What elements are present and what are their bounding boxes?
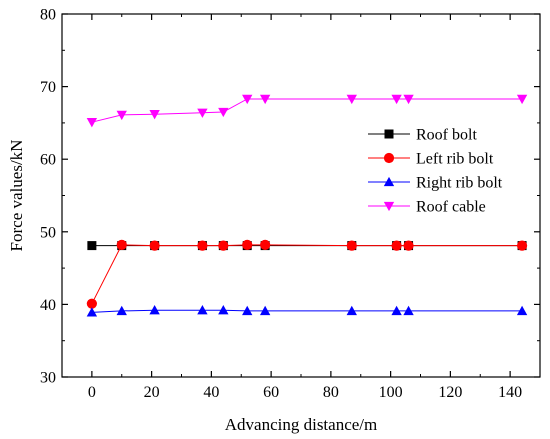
x-tick-label-7: 140 — [498, 384, 522, 401]
data-point-3-3 — [197, 108, 208, 118]
data-point-1-0 — [86, 298, 97, 309]
data-point-3-4 — [218, 107, 229, 118]
data-point-3-5 — [242, 94, 253, 105]
legend-label-2: Right rib bolt — [416, 175, 503, 192]
axes: 0 20 40 60 80 100 120 140 30 40 50 60 70 80 Advancing … — [7, 7, 541, 434]
y-tick-label-1: 40 — [40, 297, 56, 314]
data-point-3-7 — [346, 94, 357, 105]
data-point-2-4 — [218, 305, 229, 315]
data-point-2-6 — [259, 305, 271, 316]
data-point-1-5 — [242, 239, 253, 250]
x-tick-label-1: 20 — [144, 384, 160, 401]
data-point-2-2 — [149, 305, 160, 315]
y-tick-label-2: 50 — [40, 224, 56, 241]
data-point-2-7 — [346, 305, 357, 316]
data-point-2-3 — [197, 305, 208, 315]
y-tick-label-5: 80 — [40, 7, 56, 24]
data-point-0-0 — [87, 241, 97, 251]
data-point-3-8 — [391, 94, 402, 105]
data-point-1-7 — [346, 240, 357, 251]
data-point-2-1 — [116, 305, 127, 316]
data-point-1-9 — [403, 240, 414, 251]
y-tick-label-0: 30 — [40, 370, 56, 387]
legend-marker-3 — [383, 201, 395, 212]
x-tick-label-3: 60 — [263, 384, 279, 401]
legend-label-1: Left rib bolt — [416, 151, 494, 168]
legend-label-0: Roof bolt — [416, 127, 477, 144]
data-point-3-2 — [149, 110, 160, 120]
y-axis-title: Force values/kN — [7, 140, 26, 252]
data-point-3-10 — [516, 94, 528, 105]
x-tick-label-0: 0 — [88, 384, 96, 401]
data-point-3-6 — [259, 94, 271, 105]
data-point-2-5 — [242, 305, 253, 316]
x-tick-label-2: 40 — [203, 384, 219, 401]
data-point-2-10 — [516, 305, 528, 316]
legend-marker-2 — [383, 176, 395, 187]
data-point-3-9 — [403, 94, 414, 105]
legend: Roof bolt Left rib bolt Right rib bolt Roof… — [368, 127, 503, 216]
data-point-2-9 — [403, 305, 414, 316]
plot-frame — [61, 13, 541, 378]
y-tick-label-4: 70 — [40, 79, 56, 96]
data-point-1-4 — [218, 240, 229, 251]
data-point-1-1 — [116, 239, 127, 250]
data-point-3-0 — [86, 118, 98, 128]
data-point-1-6 — [260, 239, 271, 250]
plot-area — [86, 94, 528, 317]
data-point-1-2 — [149, 240, 160, 251]
data-point-3-1 — [116, 110, 127, 121]
series-line-1 — [91, 244, 523, 304]
data-point-2-0 — [86, 307, 98, 317]
x-axis-title: Advancing distance/m — [225, 415, 378, 434]
legend-label-3: Roof cable — [416, 199, 486, 216]
data-point-1-8 — [391, 240, 402, 251]
x-tick-label-6: 120 — [438, 384, 462, 401]
x-tick-label-5: 100 — [379, 384, 403, 401]
data-point-2-8 — [391, 305, 402, 316]
data-point-1-3 — [197, 240, 208, 251]
x-tick-label-4: 80 — [323, 384, 339, 401]
y-tick-label-3: 60 — [40, 152, 56, 169]
legend-marker-1 — [383, 152, 395, 164]
data-point-1-10 — [516, 240, 528, 251]
legend-marker-0 — [384, 129, 394, 139]
